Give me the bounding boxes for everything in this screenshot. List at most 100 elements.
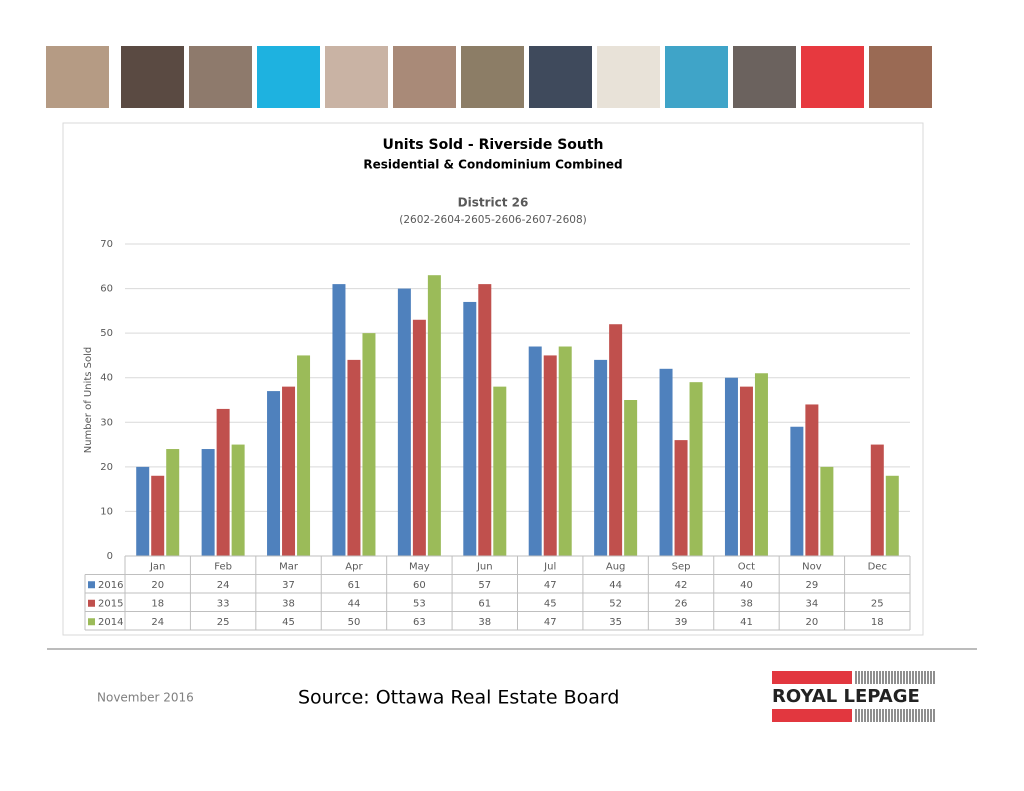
legend-label: 2015 [98, 598, 123, 609]
table-value: 37 [282, 580, 295, 591]
bar [166, 449, 180, 556]
photo [189, 46, 252, 108]
y-tick-label: 70 [100, 239, 113, 250]
table-value: 20 [806, 617, 819, 628]
bar [347, 359, 361, 556]
bar [674, 440, 688, 556]
legend-label: 2014 [98, 617, 123, 628]
table-value: 34 [806, 598, 819, 609]
photo [869, 46, 932, 108]
y-tick-label: 20 [100, 462, 113, 473]
table-value: 53 [413, 598, 426, 609]
y-tick-label: 0 [107, 551, 113, 562]
legend-swatch [88, 581, 95, 589]
bar [297, 355, 311, 556]
table-value: 26 [675, 598, 688, 609]
y-tick-label: 50 [100, 328, 113, 339]
chart: 0 10 20 30 40 50 60 70 Jan Feb Mar Apr May Jun Jul Aug S… [84, 239, 911, 631]
photo [801, 46, 864, 108]
photo [733, 46, 796, 108]
table-value: 42 [675, 580, 688, 591]
bar [478, 284, 492, 556]
table-value: 20 [151, 580, 164, 591]
table-value: 47 [544, 580, 557, 591]
bar [397, 288, 411, 556]
x-tick-label: Aug [606, 561, 626, 572]
logo-bar [772, 709, 852, 722]
x-tick-label: Jun [476, 561, 493, 572]
chart-title: Units Sold - Riverside South [382, 137, 603, 153]
table-value: 63 [413, 617, 426, 628]
table-value: 44 [609, 580, 622, 591]
bar [805, 404, 819, 556]
x-tick-label: Mar [279, 561, 299, 572]
table-value: 18 [151, 598, 164, 609]
legend-swatch [88, 618, 95, 626]
bar [820, 466, 834, 556]
bar [870, 444, 884, 556]
bar [332, 284, 346, 556]
photo [665, 46, 728, 108]
table-value: 47 [544, 617, 557, 628]
table-value: 61 [478, 598, 491, 609]
photo [529, 46, 592, 108]
legend-swatch [88, 599, 95, 607]
legend-label: 2016 [98, 580, 123, 591]
logo: ROYAL LEPAGE [772, 671, 935, 722]
bar [136, 466, 150, 556]
table-value: 50 [348, 617, 361, 628]
x-tick-label: Jul [543, 561, 556, 572]
table-value: 40 [740, 580, 753, 591]
bar [493, 386, 507, 556]
bar [282, 386, 296, 556]
bar [427, 275, 441, 556]
table-value: 29 [806, 580, 819, 591]
x-tick-label: Sep [672, 561, 691, 572]
bar [543, 355, 557, 556]
x-tick-label: Nov [802, 561, 822, 572]
photo [597, 46, 660, 108]
bar [528, 346, 542, 556]
y-tick-label: 10 [100, 506, 113, 517]
bar [362, 333, 376, 556]
photo [121, 46, 184, 108]
photo-strip [46, 46, 932, 108]
logo-barcode [855, 671, 935, 722]
photo [257, 46, 320, 108]
y-tick-label: 40 [100, 373, 113, 384]
bar [151, 475, 165, 556]
bar [739, 386, 753, 556]
x-tick-label: Apr [345, 561, 363, 572]
table-value: 25 [217, 617, 230, 628]
y-axis-label: Number of Units Sold [83, 347, 94, 454]
footer-date: November 2016 [97, 691, 194, 705]
table-value: 18 [871, 617, 884, 628]
bar [412, 319, 426, 556]
y-tick-label: 60 [100, 284, 113, 295]
table-value: 24 [217, 580, 230, 591]
x-tick-label: Oct [738, 561, 755, 572]
bar [790, 426, 804, 556]
x-tick-label: May [409, 561, 430, 572]
bar [267, 391, 281, 556]
bar [201, 449, 215, 556]
x-tick-label: Jan [149, 561, 165, 572]
bar [231, 444, 245, 556]
table-value: 38 [478, 617, 491, 628]
bar [609, 324, 623, 556]
table-value: 45 [282, 617, 295, 628]
table-value: 33 [217, 598, 230, 609]
y-tick-label: 30 [100, 417, 113, 428]
table-value: 45 [544, 598, 557, 609]
bar [624, 400, 638, 556]
table-value: 57 [478, 580, 491, 591]
bar [754, 373, 768, 556]
table-value: 24 [151, 617, 164, 628]
x-tick-label: Feb [214, 561, 232, 572]
table-value: 60 [413, 580, 426, 591]
bar [689, 382, 703, 556]
bar [216, 408, 230, 556]
table-value: 38 [740, 598, 753, 609]
table-value: 61 [348, 580, 361, 591]
